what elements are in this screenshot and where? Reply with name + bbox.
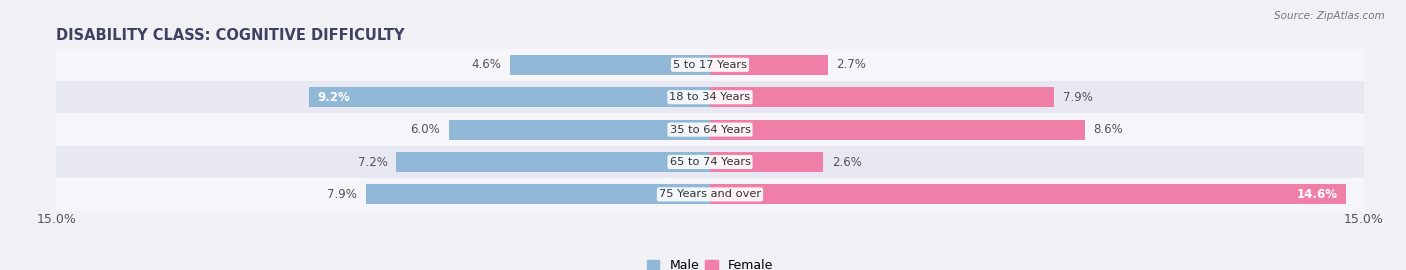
Text: 18 to 34 Years: 18 to 34 Years <box>669 92 751 102</box>
Bar <box>309 87 710 107</box>
Text: 65 to 74 Years: 65 to 74 Years <box>669 157 751 167</box>
Text: 6.0%: 6.0% <box>411 123 440 136</box>
Text: 5 to 17 Years: 5 to 17 Years <box>673 60 747 70</box>
Text: 75 Years and over: 75 Years and over <box>659 189 761 200</box>
Bar <box>710 184 1347 204</box>
Text: 2.6%: 2.6% <box>832 156 862 168</box>
Bar <box>710 120 1085 140</box>
Bar <box>56 146 1364 178</box>
Text: 9.2%: 9.2% <box>318 91 350 104</box>
Text: DISABILITY CLASS: COGNITIVE DIFFICULTY: DISABILITY CLASS: COGNITIVE DIFFICULTY <box>56 28 405 43</box>
Text: 7.2%: 7.2% <box>357 156 388 168</box>
Text: 35 to 64 Years: 35 to 64 Years <box>669 124 751 135</box>
Text: 7.9%: 7.9% <box>1063 91 1092 104</box>
Bar <box>56 81 1364 113</box>
Bar <box>449 120 710 140</box>
Text: 2.7%: 2.7% <box>837 58 866 71</box>
Bar <box>710 152 824 172</box>
Legend: Male, Female: Male, Female <box>643 254 778 270</box>
Text: 8.6%: 8.6% <box>1094 123 1123 136</box>
Text: 4.6%: 4.6% <box>471 58 501 71</box>
Bar <box>56 113 1364 146</box>
Bar <box>710 55 828 75</box>
Bar <box>509 55 710 75</box>
Bar <box>56 178 1364 211</box>
Bar <box>396 152 710 172</box>
Bar <box>710 87 1054 107</box>
Text: 7.9%: 7.9% <box>328 188 357 201</box>
Text: 14.6%: 14.6% <box>1296 188 1337 201</box>
Text: Source: ZipAtlas.com: Source: ZipAtlas.com <box>1274 11 1385 21</box>
Bar <box>366 184 710 204</box>
Bar <box>56 49 1364 81</box>
